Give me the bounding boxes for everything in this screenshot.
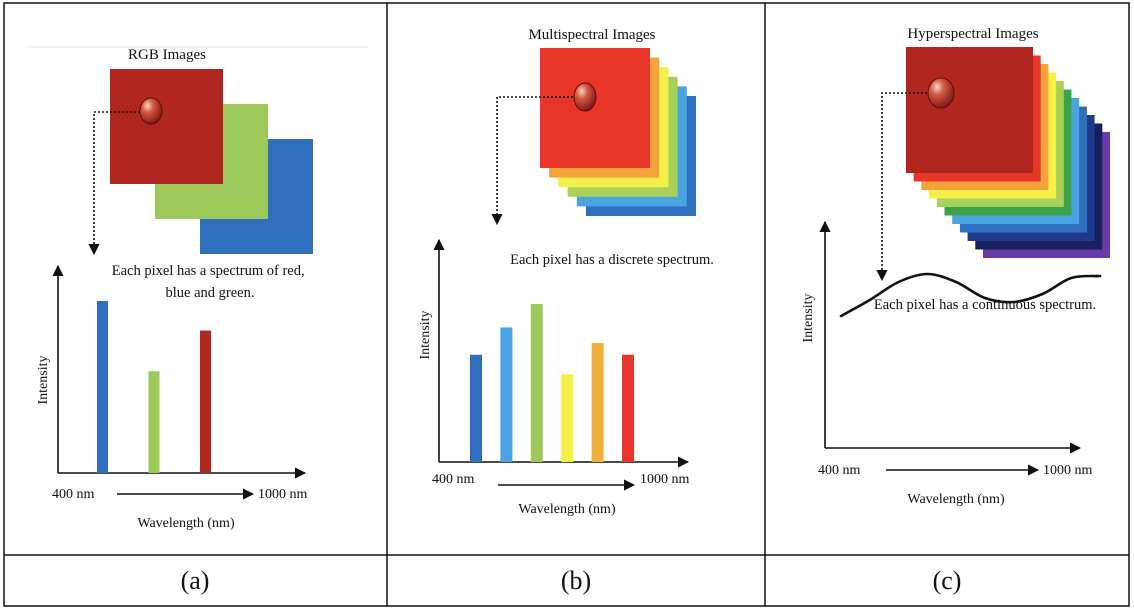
panel-b-x-start: 400 nm	[432, 472, 475, 487]
panel-c-spectrum-line	[839, 272, 1102, 318]
panel-b-bar	[561, 374, 574, 462]
panel-a-x-label: Wavelength (nm)	[137, 516, 235, 531]
panel-b-x-label: Wavelength (nm)	[518, 502, 616, 517]
panel-a-bars	[97, 300, 211, 473]
caption-c: (c)	[933, 566, 962, 595]
panel-b-bars	[470, 304, 634, 462]
panel-c: Hyperspectral Images Each pixel has a co…	[801, 26, 1110, 507]
panel-a-pixel-icon	[139, 97, 163, 125]
panel-a-pixel-pointer	[88, 111, 140, 256]
panel-b-title: Multispectral Images	[528, 27, 655, 43]
panel-a-x-end: 1000 nm	[258, 487, 308, 502]
panel-b-bar	[530, 304, 543, 462]
panel-c-spectrum	[839, 272, 1102, 318]
panel-a-bar	[97, 300, 108, 473]
caption-b: (b)	[561, 566, 591, 595]
panel-a-description: Each pixel has a spectrum of red, blue a…	[112, 263, 308, 301]
panel-b-bar	[622, 354, 634, 462]
panel-b: Multispectral Images Each pixel has a di…	[418, 27, 714, 517]
panel-c-image-layers	[906, 47, 1110, 258]
panel-b-bar	[591, 343, 604, 462]
panel-a-image-layer	[110, 69, 223, 184]
panel-c-pixel-pointer	[876, 92, 927, 282]
panel-b-bar	[470, 354, 482, 462]
panel-b-pixel-pointer	[491, 96, 573, 226]
panel-c-x-start: 400 nm	[818, 463, 861, 478]
panel-a-x-start: 400 nm	[52, 487, 95, 502]
panel-c-x-end: 1000 nm	[1043, 463, 1093, 478]
panel-c-image-layer	[906, 47, 1033, 173]
panel-b-description: Each pixel has a discrete spectrum.	[510, 252, 714, 268]
panel-a-y-label: Intensity	[36, 356, 51, 405]
panel-b-pixel-icon	[573, 82, 597, 112]
table-grid	[3, 2, 1130, 607]
panel-b-bar	[500, 327, 513, 462]
panel-a-title: RGB Images	[128, 47, 206, 63]
panel-a-bar	[148, 371, 160, 473]
panel-b-x-end: 1000 nm	[640, 472, 690, 487]
panel-b-y-label: Intensity	[418, 311, 433, 360]
panel-b-image-layer	[540, 48, 650, 168]
panel-a: RGB Images Each pixel has a spectrum of …	[36, 47, 313, 531]
caption-a: (a)	[181, 566, 210, 595]
panel-a-bar	[200, 330, 211, 473]
panel-c-description: Each pixel has a continuous spectrum.	[874, 297, 1096, 313]
panel-b-image-layers	[540, 48, 696, 216]
panel-c-title: Hyperspectral Images	[907, 26, 1038, 42]
panel-c-y-label: Intensity	[801, 294, 816, 343]
panel-a-image-layers	[110, 69, 313, 254]
panel-c-x-label: Wavelength (nm)	[907, 492, 1005, 507]
panel-c-pixel-icon	[927, 77, 955, 109]
